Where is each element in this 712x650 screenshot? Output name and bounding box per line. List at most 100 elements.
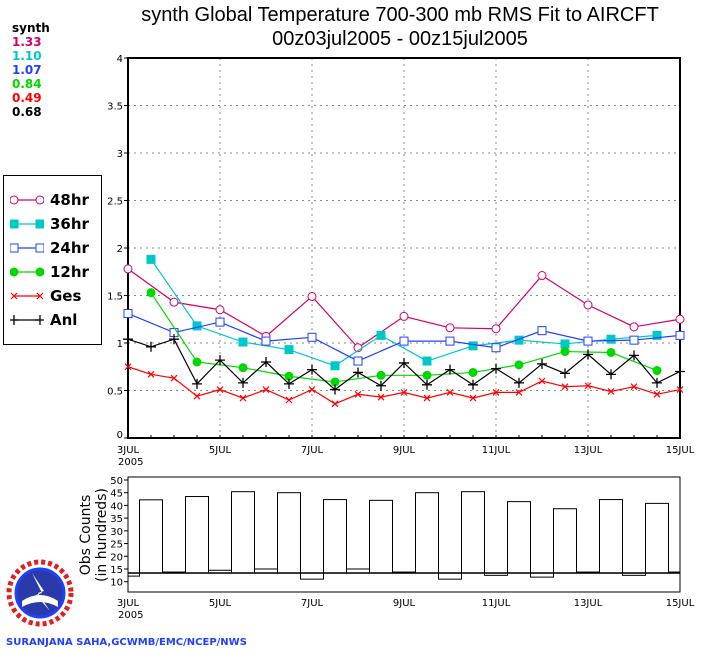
legend-marker [35,195,44,205]
legend-label: Anl [50,311,78,329]
legend-marker [35,267,44,277]
x-tick-label: 9JUL [393,445,416,456]
data-point [561,383,569,391]
data-point [330,361,340,371]
data-point [307,291,317,301]
y-tick-label: 3.5 [107,102,123,113]
data-point [192,378,202,389]
legend-label: 36hr [50,215,89,233]
data-point [515,388,523,396]
data-point [445,364,455,375]
legend-marker [35,243,44,253]
data-point [399,311,409,321]
data-point [216,386,224,393]
data-point [537,326,547,336]
series-anl [123,334,685,395]
data-point [146,341,156,352]
data-point [583,300,593,310]
legend-marker-icon [10,292,44,300]
data-point [193,392,201,400]
data-point [331,400,339,408]
bar [599,499,623,574]
bar-x-tick-label: 13JUL [574,598,603,609]
data-point [307,364,317,375]
bar-y-tick-label: 40 [110,501,123,512]
series-line [150,259,658,367]
legend-marker [10,243,19,253]
data-point [377,393,385,401]
series-24hr [123,309,685,366]
y-tick-label: 4 [117,54,123,65]
bar-x-tick-label: 11JUL [482,598,511,609]
data-point [147,370,155,378]
data-point [146,254,156,264]
legend-marker [36,292,44,300]
data-point [445,336,455,346]
y-tick-label: 0 [117,430,123,441]
data-point [284,371,294,381]
plot-frame [127,57,681,439]
data-point [399,357,409,368]
legend-label: 24hr [50,239,89,257]
legend-marker [10,195,19,205]
data-point [607,388,615,395]
legend-item-36hr: 36hr [10,213,89,235]
data-point [629,350,639,361]
bar [461,491,485,574]
data-point [606,348,616,357]
legend-marker [10,315,19,325]
bar-y-tick-label: 20 [110,552,123,563]
bar-x-tick-label: 15JUL [666,598,695,609]
data-point [376,330,386,340]
legend-label: 12hr [50,263,89,281]
bar-y-label-units: (in hundreds) [94,488,110,582]
bar [231,491,255,574]
data-point [399,336,409,346]
data-point [376,370,386,380]
data-point [675,366,685,377]
data-point [560,339,570,349]
x-tick-label: 15JUL [666,445,695,456]
data-point [307,332,317,342]
stat-value: 1.10 [12,49,42,63]
data-point [446,388,454,396]
legend-marker-icon [10,315,44,325]
x-year-label: 2005 [118,457,143,468]
data-point [676,386,684,393]
series-line [127,366,681,405]
data-point [123,334,133,345]
data-point [422,370,432,380]
data-point [653,390,661,398]
data-point [353,356,363,366]
data-point [261,357,271,367]
bar-y-label: Obs Counts [78,495,94,576]
data-point [469,394,477,402]
data-point [376,380,386,391]
bar [139,499,163,574]
legend-label: Ges [50,287,82,305]
bar-y-tick-label: 30 [110,527,123,538]
legend-item-ges: Ges [10,285,81,307]
bar-y-tick-label: 15 [110,565,123,576]
data-point [675,314,685,324]
data-point [583,336,593,346]
stats-label: synth [12,21,50,35]
data-point [675,330,685,340]
data-point [584,382,592,390]
bar-y-tick-label: 50 [110,476,123,487]
bar [553,508,577,574]
data-point [422,379,432,390]
data-point [560,368,570,379]
legend-marker-icon [10,243,44,253]
data-point [284,378,294,389]
data-point [652,366,662,376]
logo-ring-text [6,559,74,627]
series-12hr [146,288,662,387]
stat-value: 1.07 [12,63,42,77]
data-point [146,288,156,298]
data-point [606,369,616,380]
series-36hr [146,254,662,371]
data-point [514,335,524,345]
legend-item-12hr: 12hr [10,261,89,283]
